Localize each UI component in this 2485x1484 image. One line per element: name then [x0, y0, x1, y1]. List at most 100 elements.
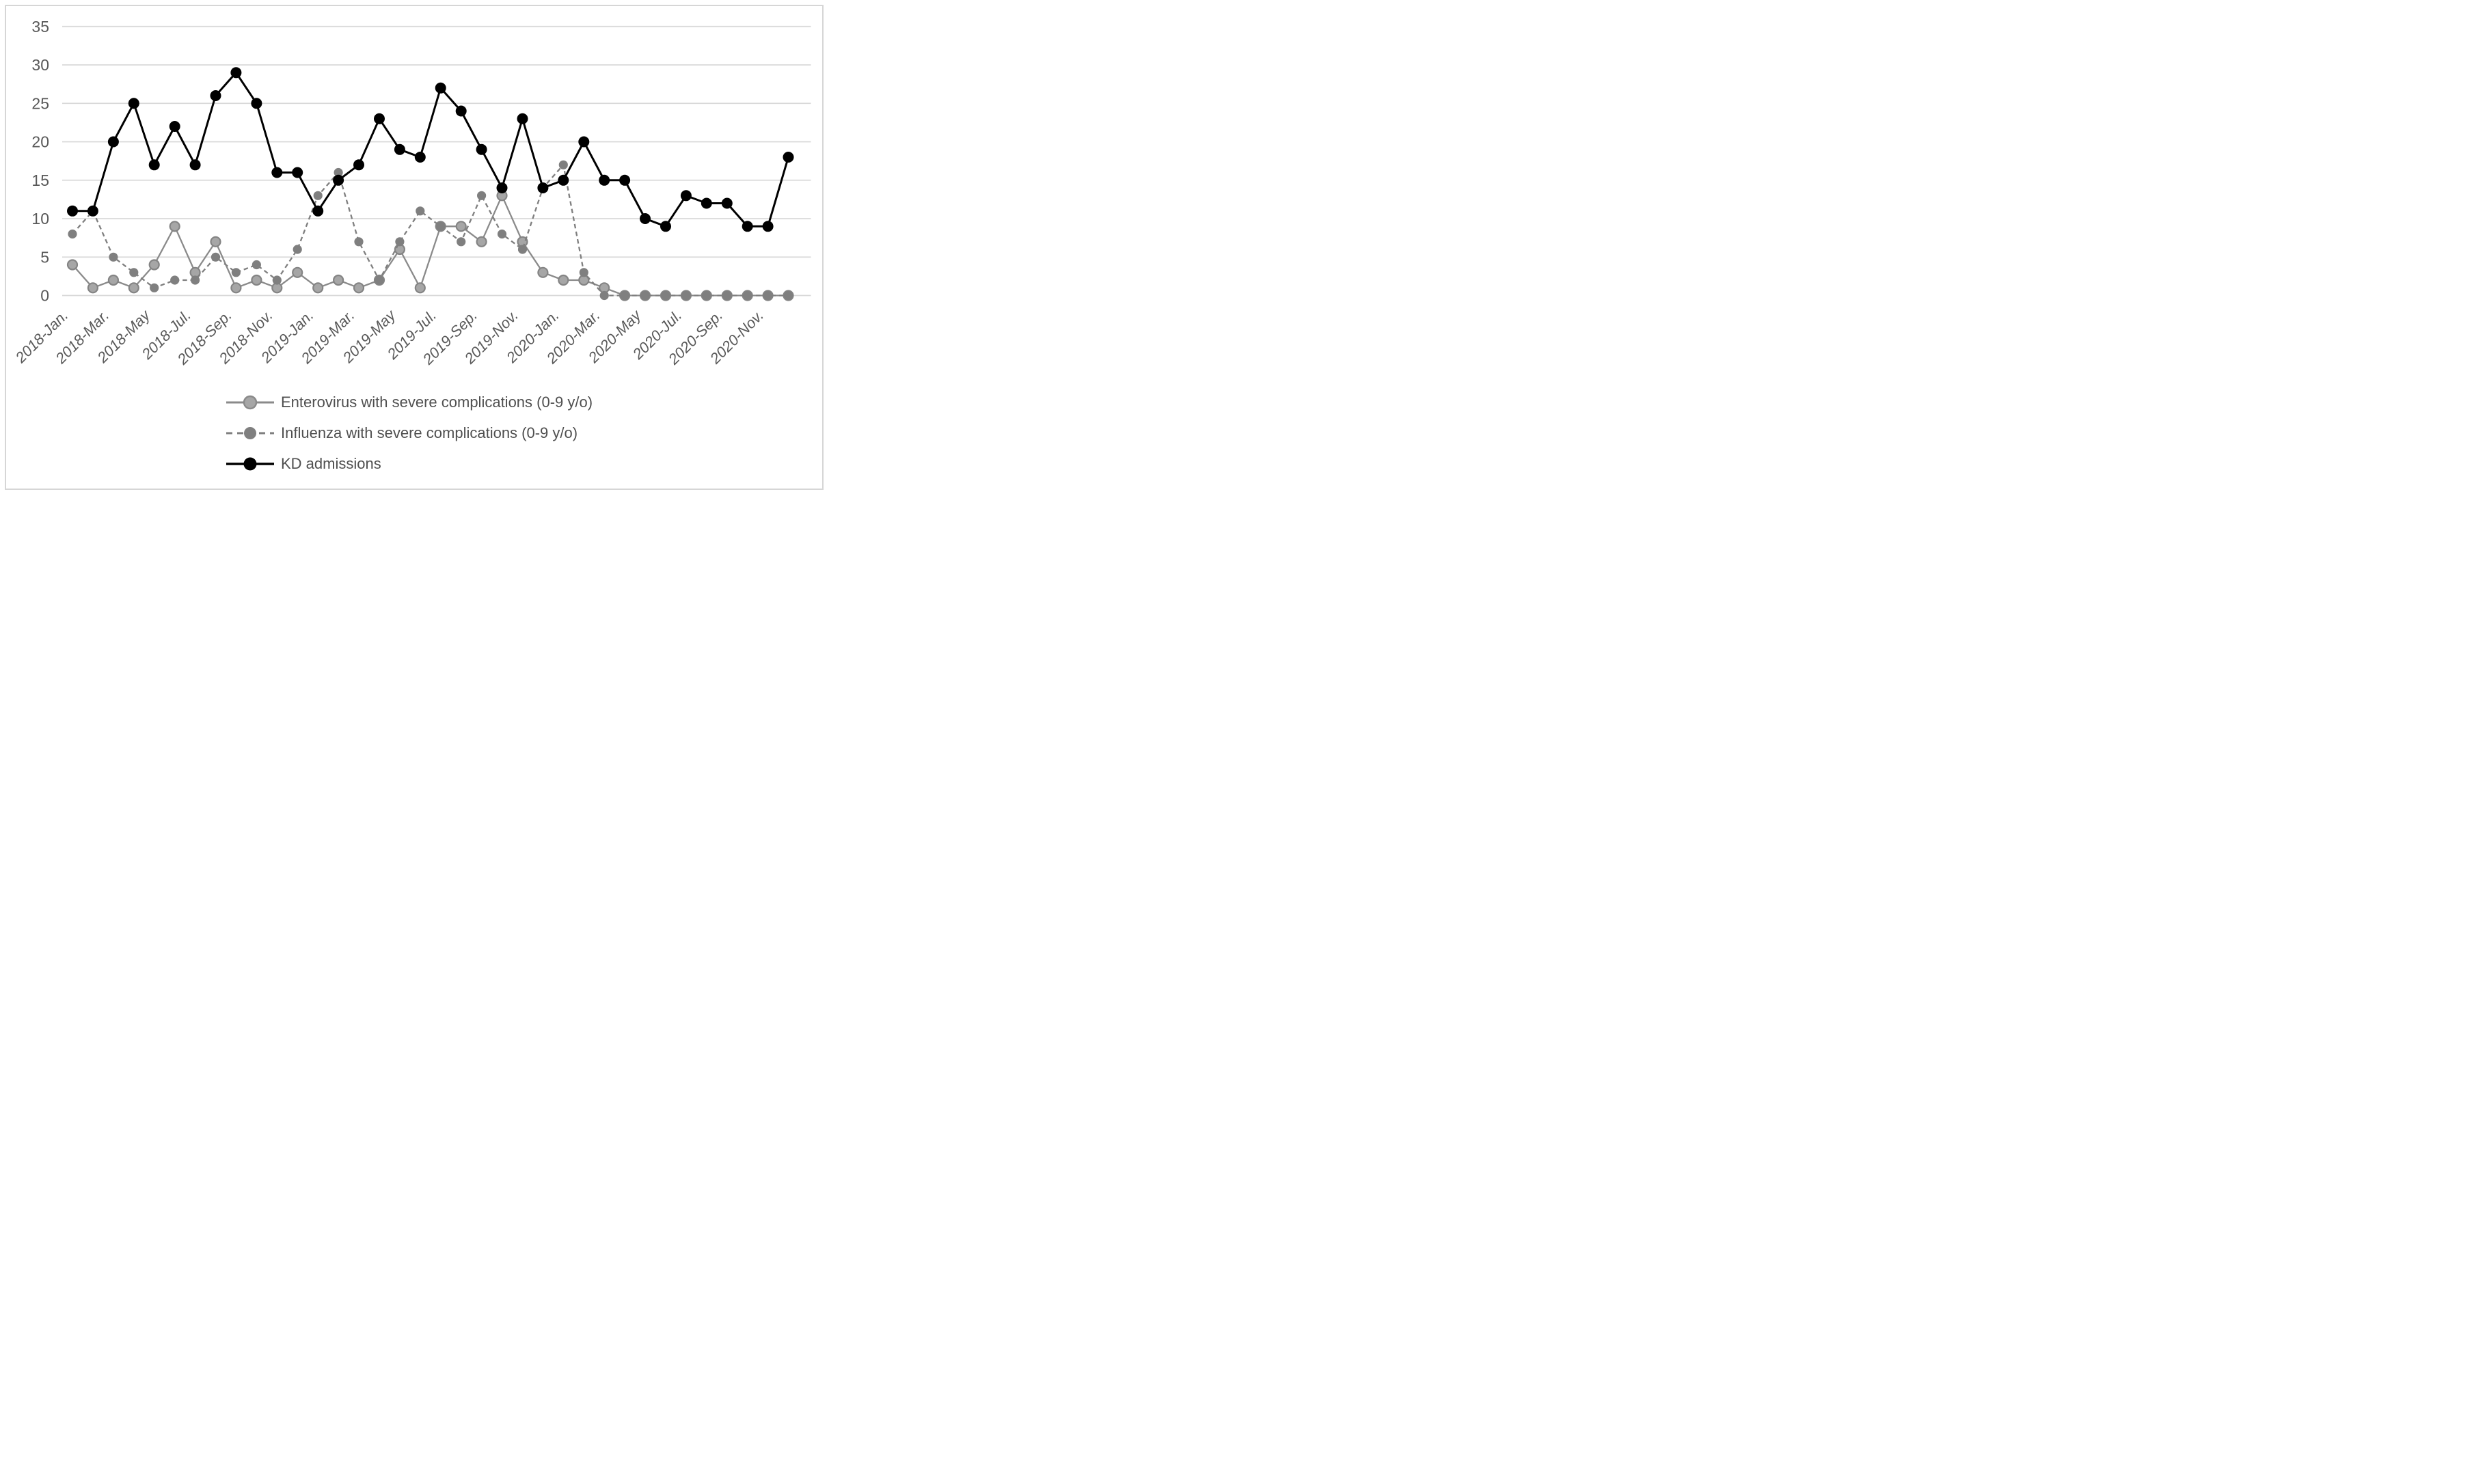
- series-marker-kd-admissions: [414, 152, 426, 163]
- series-marker-kd-admissions: [292, 167, 303, 178]
- series-marker-kd-admissions: [251, 98, 262, 109]
- series-marker-influenza: [579, 268, 588, 277]
- series-marker-enterovirus: [128, 282, 139, 294]
- series-marker-influenza: [150, 283, 159, 292]
- series-marker-kd-admissions: [67, 205, 78, 217]
- series-marker-kd-admissions: [721, 197, 733, 209]
- series-marker-influenza: [416, 206, 425, 216]
- influenza-dashed-line-marker-swatch-icon: [226, 426, 274, 439]
- series-marker-influenza: [272, 275, 282, 285]
- series-marker-kd-admissions: [701, 197, 712, 209]
- y-axis-tick-label: 5: [40, 248, 49, 266]
- series-marker-influenza: [313, 191, 323, 200]
- series-marker-enterovirus: [169, 221, 180, 232]
- kd-admissions-line-marker-swatch-icon: [226, 457, 274, 470]
- series-marker-kd-admissions: [169, 121, 180, 132]
- series-line-influenza: [72, 164, 789, 297]
- series-marker-influenza: [661, 290, 670, 301]
- series-marker-influenza: [722, 290, 732, 301]
- series-marker-influenza: [599, 290, 609, 301]
- series-marker-kd-admissions: [680, 190, 692, 202]
- chart-frame: [5, 5, 824, 490]
- series-marker-influenza: [517, 245, 528, 254]
- series-marker-influenza: [763, 290, 773, 301]
- series-marker-kd-admissions: [476, 143, 487, 155]
- series-marker-influenza: [743, 290, 752, 301]
- legend-label-enterovirus: Enterovirus with severe complications (0…: [281, 393, 593, 411]
- series-marker-kd-admissions: [783, 152, 794, 163]
- series-marker-enterovirus: [230, 282, 242, 294]
- series-marker-kd-admissions: [333, 174, 344, 186]
- legend-item-enterovirus: Enterovirus with severe complications (0…: [226, 387, 593, 417]
- series-marker-influenza: [681, 290, 691, 301]
- series-marker-kd-admissions: [128, 98, 139, 109]
- series-marker-influenza: [293, 245, 302, 254]
- series-marker-kd-admissions: [455, 105, 467, 117]
- series-marker-influenza: [558, 160, 568, 169]
- y-axis-tick-label: 25: [31, 94, 49, 112]
- series-marker-kd-admissions: [640, 213, 651, 224]
- series-marker-kd-admissions: [210, 90, 221, 101]
- series-marker-kd-admissions: [374, 113, 385, 124]
- series-marker-enterovirus: [558, 274, 569, 286]
- series-marker-enterovirus: [537, 266, 549, 278]
- series-marker-kd-admissions: [517, 113, 528, 124]
- series-marker-influenza: [702, 290, 711, 301]
- series-marker-kd-admissions: [353, 159, 364, 171]
- series-marker-kd-admissions: [660, 221, 671, 232]
- series-marker-influenza: [436, 221, 446, 231]
- legend: Enterovirus with severe complications (0…: [226, 387, 593, 479]
- series-marker-influenza: [252, 260, 261, 270]
- series-marker-enterovirus: [66, 259, 79, 271]
- series-marker-influenza: [170, 275, 180, 285]
- series-marker-enterovirus: [87, 282, 98, 294]
- series-marker-influenza: [395, 237, 405, 247]
- legend-label-kd-admissions: KD admissions: [281, 454, 381, 472]
- series-marker-kd-admissions: [558, 174, 569, 186]
- series-marker-kd-admissions: [762, 221, 774, 232]
- series-marker-enterovirus: [292, 266, 303, 278]
- series-marker-kd-admissions: [230, 67, 242, 79]
- series-marker-kd-admissions: [312, 205, 324, 217]
- series-marker-enterovirus: [210, 236, 221, 247]
- series-marker-influenza: [68, 229, 77, 239]
- y-axis-tick-label: 35: [31, 18, 49, 36]
- series-marker-enterovirus: [476, 236, 487, 247]
- series-marker-kd-admissions: [537, 182, 549, 193]
- series-marker-kd-admissions: [271, 167, 283, 178]
- series-marker-influenza: [457, 237, 466, 247]
- series-marker-enterovirus: [107, 274, 119, 286]
- legend-label-influenza: Influenza with severe complications (0-9…: [281, 424, 578, 441]
- series-marker-influenza: [354, 237, 364, 247]
- series-marker-enterovirus: [333, 274, 344, 286]
- series-marker-enterovirus: [455, 221, 467, 232]
- series-marker-enterovirus: [251, 274, 262, 286]
- series-marker-enterovirus: [353, 282, 365, 294]
- series-marker-influenza: [191, 275, 200, 285]
- series-marker-influenza: [334, 167, 343, 178]
- series-marker-enterovirus: [312, 282, 324, 294]
- series-marker-kd-admissions: [394, 143, 405, 155]
- y-axis-tick-label: 30: [31, 56, 49, 74]
- series-marker-enterovirus: [148, 259, 160, 271]
- series-marker-influenza: [620, 290, 629, 301]
- legend-item-influenza: Influenza with severe complications (0-9…: [226, 417, 593, 448]
- legend-item-kd-admissions: KD admissions: [226, 448, 593, 479]
- series-marker-kd-admissions: [107, 136, 119, 148]
- y-axis-tick-label: 10: [31, 210, 49, 228]
- series-marker-influenza: [109, 252, 118, 262]
- series-line-kd-admissions: [72, 71, 789, 228]
- series-marker-influenza: [477, 191, 487, 200]
- figure: 0 5 10 15 20 25 30 35 2018-Jan. 2018-Mar. 2018-May…: [0, 0, 828, 495]
- series-marker-influenza: [375, 275, 384, 285]
- line-chart: 051015202530352018-Jan.2018-Mar.2018-May…: [12, 18, 811, 368]
- series-marker-influenza: [129, 268, 139, 277]
- series-marker-kd-admissions: [87, 205, 98, 217]
- series-marker-kd-admissions: [599, 174, 610, 186]
- series-marker-influenza: [640, 290, 650, 301]
- y-axis-tick-label: 20: [31, 133, 49, 151]
- series-marker-enterovirus: [414, 282, 426, 294]
- y-axis-tick-label: 15: [31, 171, 49, 189]
- series-marker-kd-admissions: [148, 159, 160, 171]
- series-marker-kd-admissions: [619, 174, 631, 186]
